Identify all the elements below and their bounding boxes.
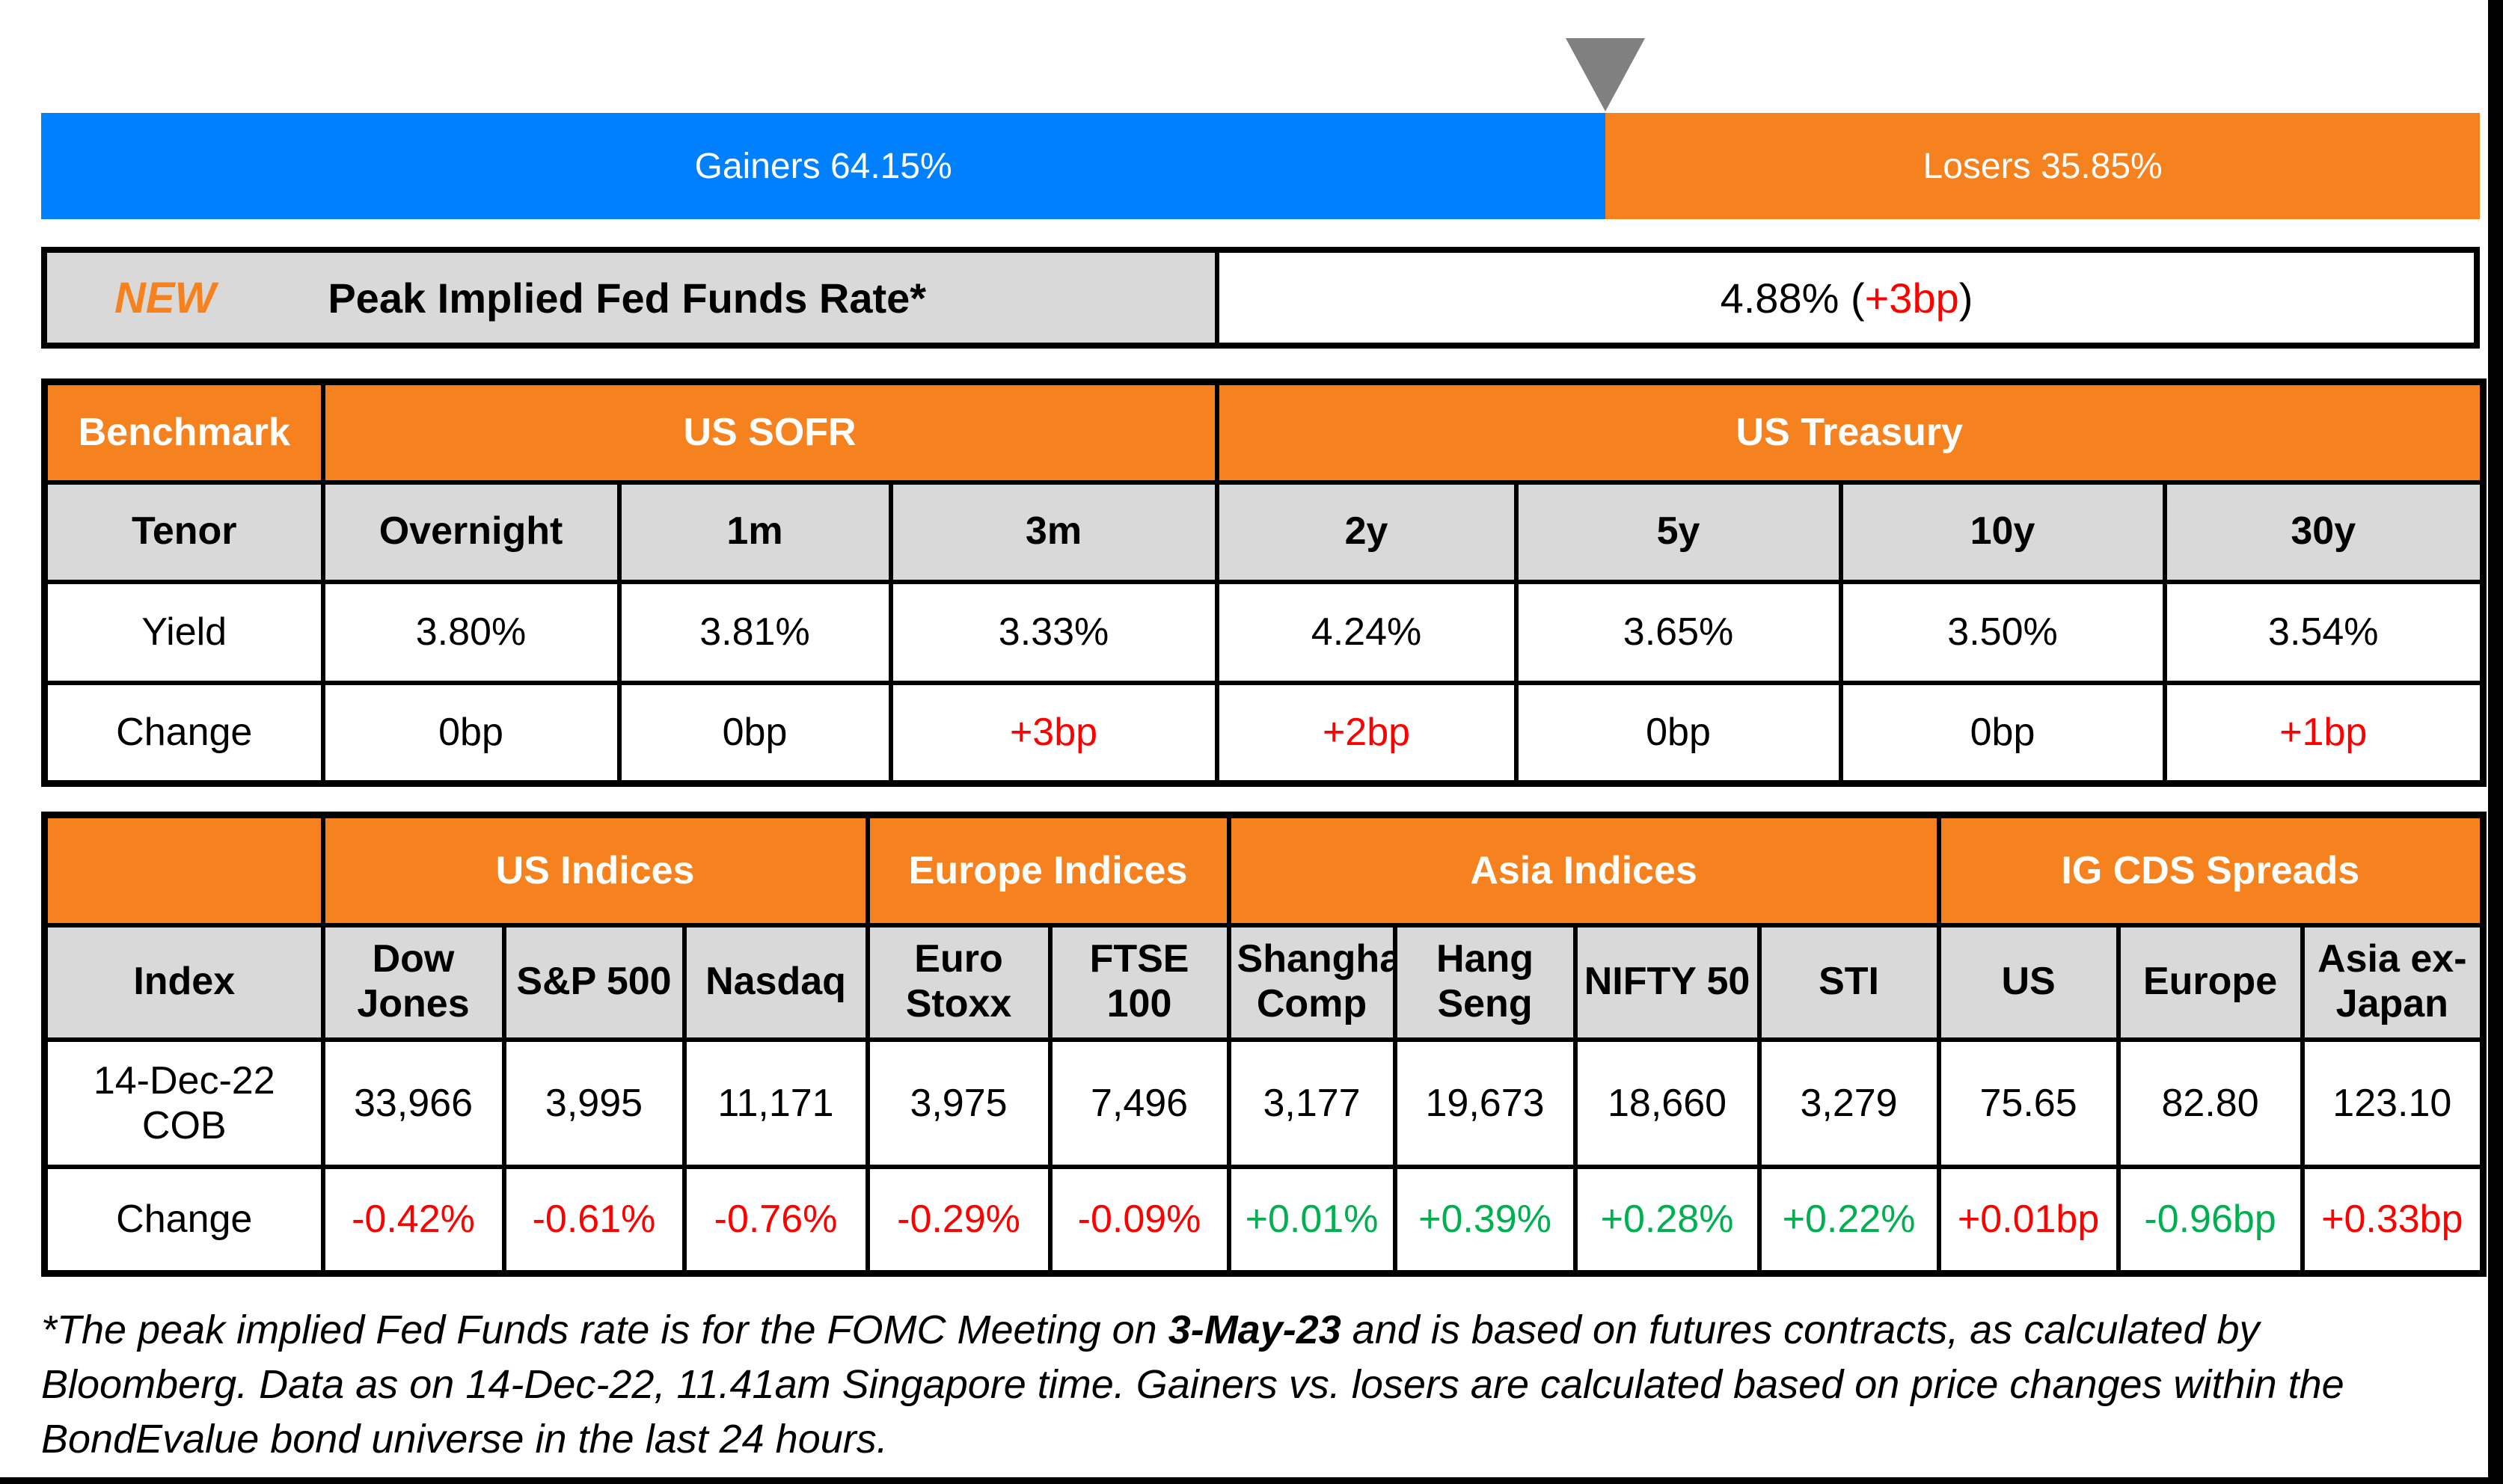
down-triangle-icon <box>1566 38 1645 111</box>
index-header: Europe <box>2116 922 2305 1042</box>
change-cell: -0.09% <box>1047 1164 1231 1276</box>
change-cell: +0.01bp <box>1936 1164 2121 1276</box>
tenor-header: 1m <box>616 479 893 584</box>
change-row-label: Change <box>42 1164 325 1276</box>
index-header: Dow Jones <box>320 922 506 1042</box>
footnote-date: 3-May-23 <box>1168 1307 1341 1352</box>
cob-cell: 33,966 <box>320 1037 506 1169</box>
fed-funds-label: Peak Implied Fed Funds Rate* <box>328 274 927 322</box>
change-cell: -0.76% <box>681 1164 870 1276</box>
losers-label: Losers 35.85% <box>1923 146 2163 186</box>
fed-funds-change: +3bp <box>1864 274 1959 322</box>
right-edge-border <box>2488 0 2503 1484</box>
cob-cell: 18,660 <box>1572 1037 1762 1169</box>
index-header: S&P 500 <box>501 922 687 1042</box>
group-header-us-sofr: US SOFR <box>320 379 1219 485</box>
cob-cell: 7,496 <box>1047 1037 1231 1169</box>
change-cell: +0.01% <box>1226 1164 1397 1276</box>
cob-cell: 3,975 <box>865 1037 1053 1169</box>
tenor-header: 3m <box>888 479 1219 584</box>
fed-funds-value: 4.88% (+3bp) <box>1720 274 1973 322</box>
index-header: Euro Stoxx <box>865 922 1053 1042</box>
gainers-label: Gainers 64.15% <box>694 146 952 186</box>
group-header-ig-cds-spreads: IG CDS Spreads <box>1936 812 2486 927</box>
group-header-europe-indices: Europe Indices <box>865 812 1231 927</box>
index-header: FTSE 100 <box>1047 922 1231 1042</box>
change-cell: +0.33bp <box>2300 1164 2486 1276</box>
footnote-line-2: Bloomberg. Data as on 14-Dec-22, 11.41am… <box>41 1362 2344 1407</box>
group-header-us-indices: US Indices <box>320 812 870 927</box>
group-header-asia-indices: Asia Indices <box>1226 812 1941 927</box>
index-header: Shanghai Comp <box>1226 922 1397 1042</box>
cob-cell: 11,171 <box>681 1037 870 1169</box>
gainers-losers-bar: Gainers 64.15% Losers 35.85% <box>41 113 2480 219</box>
change-cell: +1bp <box>2162 680 2486 786</box>
change-row-label: Change <box>42 680 325 786</box>
change-cell: -0.96bp <box>2116 1164 2305 1276</box>
change-cell: +0.28% <box>1572 1164 1762 1276</box>
cob-cell: 3,279 <box>1756 1037 1941 1169</box>
tenor-header: 30y <box>2162 479 2486 584</box>
change-cell: -0.61% <box>501 1164 687 1276</box>
benchmark-title-cell: Benchmark <box>42 379 325 485</box>
change-cell: +2bp <box>1214 680 1519 786</box>
tenor-header: 2y <box>1214 479 1519 584</box>
yield-cell: 3.65% <box>1513 579 1843 685</box>
change-cell: +0.39% <box>1392 1164 1578 1276</box>
new-badge: NEW <box>114 273 216 322</box>
indices-corner-cell <box>42 812 325 927</box>
footnote-line-1: *The peak implied Fed Funds rate is for … <box>41 1307 2260 1352</box>
yield-cell: 3.33% <box>888 579 1219 685</box>
change-cell: -0.29% <box>865 1164 1053 1276</box>
fed-funds-label-cell: NEW Peak Implied Fed Funds Rate* <box>47 253 1219 343</box>
yield-row-label: Yield <box>42 579 325 685</box>
change-cell: +3bp <box>888 680 1219 786</box>
cob-cell: 82.80 <box>2116 1037 2305 1169</box>
index-header: Hang Seng <box>1392 922 1578 1042</box>
change-cell: +0.22% <box>1756 1164 1941 1276</box>
footnote: *The peak implied Fed Funds rate is for … <box>41 1303 2480 1467</box>
tenor-header: Overnight <box>320 479 622 584</box>
fed-funds-value-cell: 4.88% (+3bp) <box>1219 253 2474 343</box>
losers-segment: Losers 35.85% <box>1605 113 2480 219</box>
change-cell: 0bp <box>1513 680 1843 786</box>
cob-cell: 75.65 <box>1936 1037 2121 1169</box>
benchmark-table: Benchmark US SOFR US Treasury Tenor Over… <box>41 378 2487 787</box>
cob-cell: 19,673 <box>1392 1037 1578 1169</box>
change-cell: 0bp <box>320 680 622 786</box>
change-cell: 0bp <box>1838 680 2167 786</box>
group-header-us-treasury: US Treasury <box>1214 379 2486 485</box>
cob-cell: 3,995 <box>501 1037 687 1169</box>
index-header: Asia ex-Japan <box>2300 922 2486 1042</box>
footnote-line-3: BondEvalue bond universe in the last 24 … <box>41 1417 888 1462</box>
change-cell: 0bp <box>616 680 893 786</box>
yield-cell: 3.54% <box>2162 579 2486 685</box>
index-header: STI <box>1756 922 1941 1042</box>
gainers-segment: Gainers 64.15% <box>41 113 1606 219</box>
change-cell: -0.42% <box>320 1164 506 1276</box>
fed-funds-row: NEW Peak Implied Fed Funds Rate* 4.88% (… <box>41 247 2480 349</box>
tenor-header: 5y <box>1513 479 1843 584</box>
indices-table: US Indices Europe Indices Asia Indices I… <box>41 812 2487 1277</box>
yield-cell: 3.80% <box>320 579 622 685</box>
index-header: Nasdaq <box>681 922 870 1042</box>
bottom-edge-border <box>0 1477 2503 1484</box>
yield-cell: 3.81% <box>616 579 893 685</box>
tenor-header: 10y <box>1838 479 2167 584</box>
yield-cell: 4.24% <box>1214 579 1519 685</box>
yield-cell: 3.50% <box>1838 579 2167 685</box>
index-row-label: Index <box>42 922 325 1042</box>
cob-cell: 123.10 <box>2300 1037 2486 1169</box>
index-header: US <box>1936 922 2121 1042</box>
cob-cell: 3,177 <box>1226 1037 1397 1169</box>
index-header: NIFTY 50 <box>1572 922 1762 1042</box>
cob-row-label: 14-Dec-22 COB <box>42 1037 325 1169</box>
tenor-row-label: Tenor <box>42 479 325 584</box>
